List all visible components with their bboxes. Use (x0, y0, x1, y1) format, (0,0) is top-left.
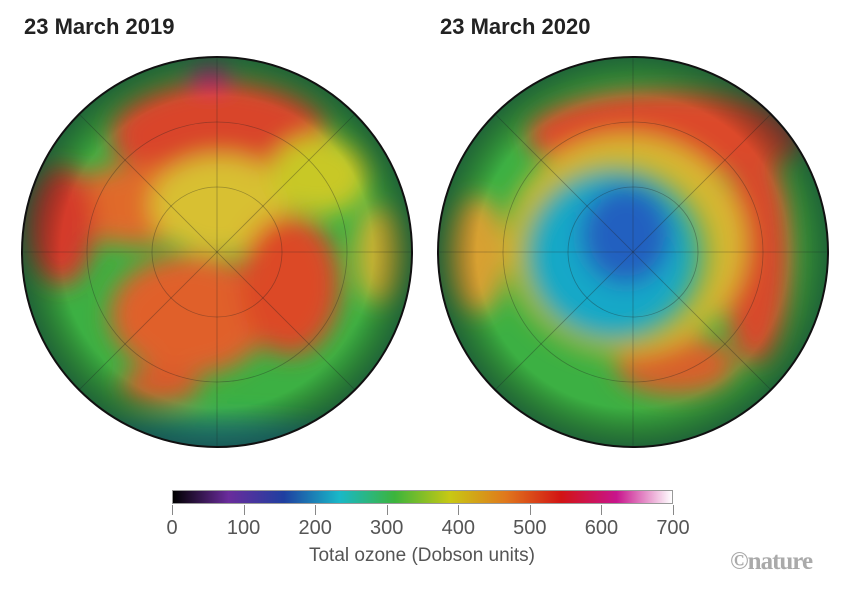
ozone-map-2019 (21, 56, 413, 448)
colorbar-tick-label: 300 (370, 517, 404, 539)
ozone-map-2020 (437, 56, 829, 448)
colorbar-tick-label: 0 (166, 517, 178, 539)
panel-title-2019: 23 March 2019 (24, 14, 175, 39)
colorbar-tick (243, 505, 245, 515)
nature-logo: ©nature (730, 548, 813, 575)
colorbar-tick-label: 200 (298, 517, 332, 539)
colorbar-tick (172, 505, 173, 515)
colorbar-tick (315, 505, 317, 515)
colorbar-tick (386, 505, 388, 515)
colorbar-tick-label: 100 (226, 517, 261, 539)
panel-title-2020: 23 March 2020 (440, 14, 591, 39)
colorbar-tick (601, 505, 603, 515)
colorbar-tick-label: 700 (656, 517, 690, 539)
colorbar-tick (529, 505, 531, 515)
colorbar-tick-label: 400 (441, 517, 475, 539)
colorbar-tick-label: 500 (513, 517, 547, 539)
colorbar-tick (673, 505, 674, 515)
colorbar-tick (458, 505, 460, 515)
colorbar-tick-label: 600 (584, 517, 619, 539)
colorbar-label: Total ozone (Dobson units) (308, 545, 536, 566)
colorbar (172, 490, 673, 504)
